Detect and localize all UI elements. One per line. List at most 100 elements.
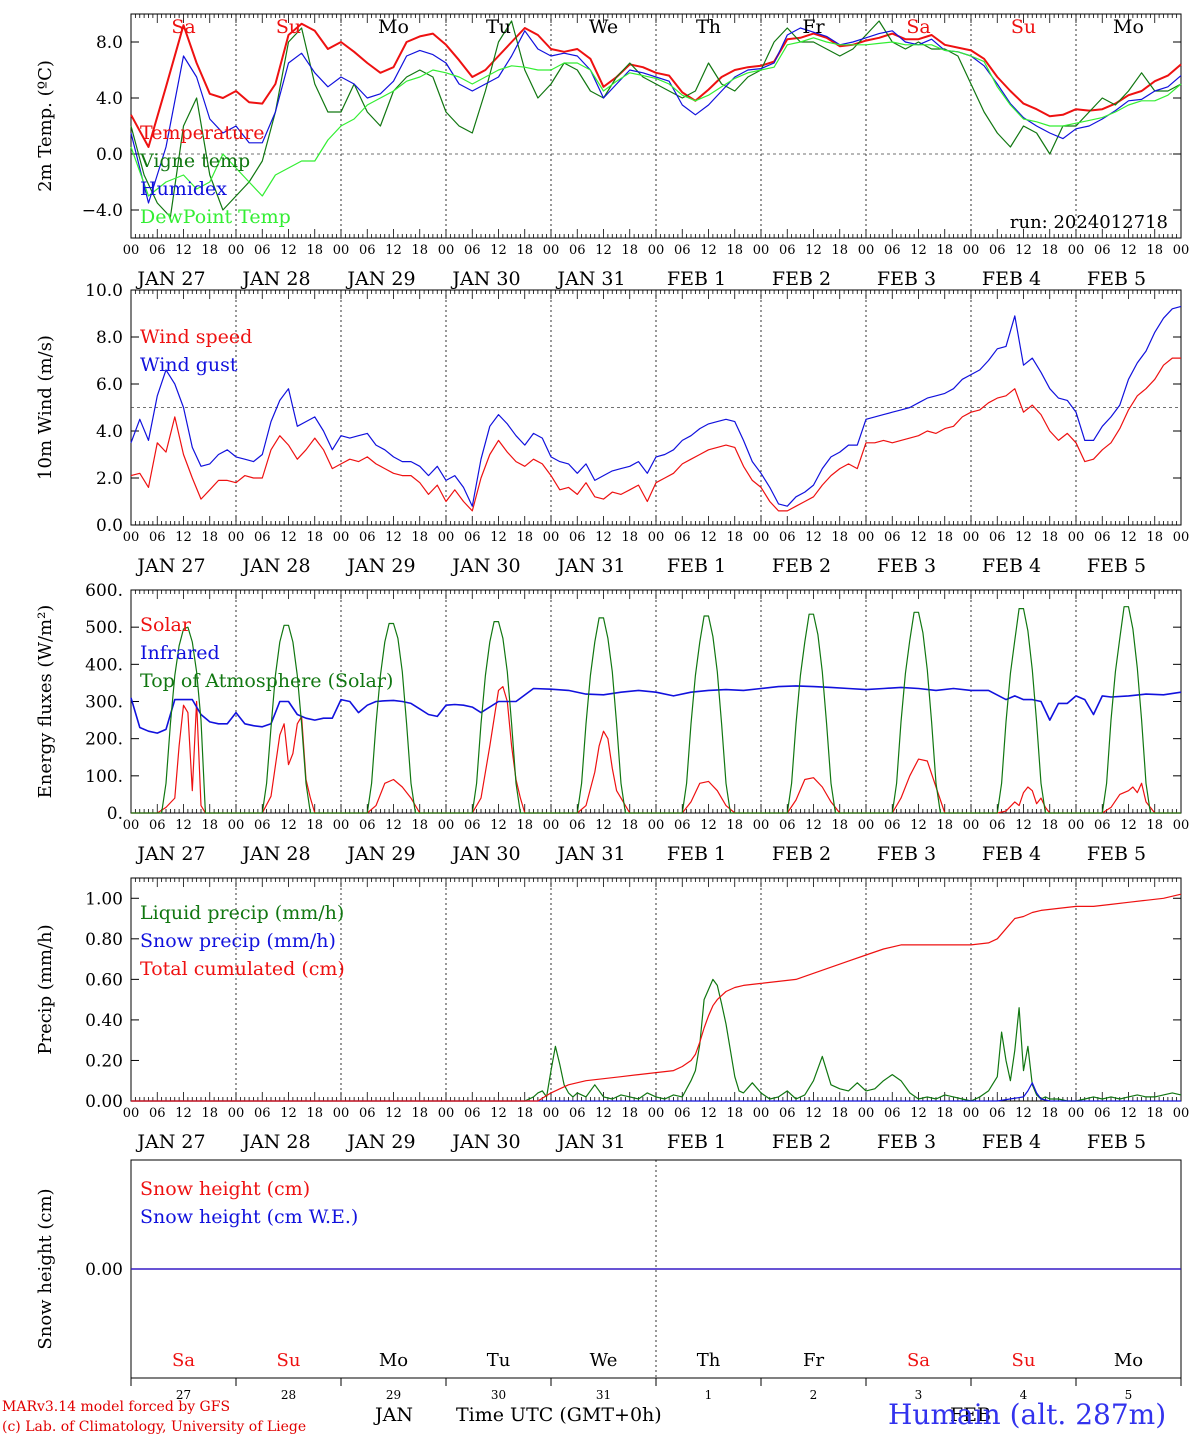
date-label: JAN 29 bbox=[345, 555, 415, 577]
legend-entry: Snow height (cm) bbox=[140, 1178, 310, 1200]
weekday-label: Mo bbox=[379, 1350, 408, 1371]
hour-label: 00 bbox=[333, 1106, 350, 1121]
hour-label: 00 bbox=[228, 1106, 245, 1121]
hour-label: 18 bbox=[936, 1106, 953, 1121]
hour-label: 12 bbox=[805, 1106, 822, 1121]
hour-label: 18 bbox=[831, 1106, 848, 1121]
weekday-label: Fr bbox=[803, 1350, 824, 1371]
weekday-label: Tu bbox=[486, 16, 511, 38]
hour-label: 18 bbox=[1146, 243, 1163, 258]
date-label: FEB 3 bbox=[877, 843, 936, 865]
y-tick-label: 0.0 bbox=[96, 516, 123, 536]
hour-label: 12 bbox=[385, 243, 402, 258]
hour-label: 18 bbox=[516, 1106, 533, 1121]
hour-label: 00 bbox=[228, 530, 245, 545]
hour-label: 12 bbox=[490, 530, 507, 545]
month-label-jan: JAN bbox=[375, 1404, 413, 1426]
hour-label: 06 bbox=[674, 530, 691, 545]
date-label: JAN 30 bbox=[450, 843, 520, 865]
day-number: 4 bbox=[1020, 1388, 1028, 1402]
hour-label: 12 bbox=[385, 818, 402, 833]
hour-label: 00 bbox=[858, 243, 875, 258]
date-label: FEB 4 bbox=[982, 1131, 1041, 1153]
hour-label: 12 bbox=[1015, 530, 1032, 545]
series-line-wind-speed bbox=[130, 357, 1181, 512]
hour-label: 18 bbox=[726, 243, 743, 258]
hour-label: 00 bbox=[333, 530, 350, 545]
hour-label: 12 bbox=[910, 530, 927, 545]
hour-label: 18 bbox=[1041, 1106, 1058, 1121]
hour-label: 06 bbox=[254, 1106, 271, 1121]
hour-label: 00 bbox=[753, 243, 770, 258]
date-label: FEB 2 bbox=[772, 268, 831, 290]
hour-label: 18 bbox=[306, 1106, 323, 1121]
hour-label: 00 bbox=[333, 243, 350, 258]
hour-label: 06 bbox=[359, 243, 376, 258]
hour-label: 12 bbox=[1015, 243, 1032, 258]
hour-label: 00 bbox=[123, 1106, 140, 1121]
hour-label: 06 bbox=[779, 530, 796, 545]
hour-label: 00 bbox=[333, 818, 350, 833]
y-tick-label: 0.0 bbox=[96, 145, 123, 165]
day-number: 31 bbox=[596, 1388, 611, 1402]
hour-label: 00 bbox=[963, 818, 980, 833]
hour-label: 06 bbox=[569, 818, 586, 833]
hour-label: 18 bbox=[1146, 530, 1163, 545]
day-number: 28 bbox=[281, 1388, 296, 1402]
hour-label: 00 bbox=[438, 530, 455, 545]
day-number: 30 bbox=[491, 1388, 506, 1402]
y-tick-label: 1.00 bbox=[85, 889, 123, 909]
hour-label: 00 bbox=[123, 818, 140, 833]
hour-label: 00 bbox=[1173, 818, 1190, 833]
hour-label: 06 bbox=[989, 818, 1006, 833]
hour-label: 18 bbox=[831, 818, 848, 833]
y-tick-label: −4.0 bbox=[82, 201, 123, 221]
hour-label: 06 bbox=[674, 1106, 691, 1121]
y-tick-label: 0.40 bbox=[85, 1011, 123, 1031]
hour-label: 18 bbox=[1041, 818, 1058, 833]
hour-label: 06 bbox=[149, 243, 166, 258]
weekday-label: Mo bbox=[378, 16, 409, 38]
hour-label: 00 bbox=[858, 530, 875, 545]
hour-label: 06 bbox=[359, 530, 376, 545]
panel-snow: 0.00 Snow height (cm) Snow height (cm) Snow… bbox=[35, 1159, 1182, 1402]
hour-label: 06 bbox=[359, 1106, 376, 1121]
time-axis-title: Time UTC (GMT+0h) bbox=[456, 1404, 662, 1426]
y-tick-label: 400. bbox=[85, 655, 123, 675]
hour-label: 06 bbox=[569, 243, 586, 258]
hour-label: 00 bbox=[1068, 818, 1085, 833]
hour-label: 18 bbox=[936, 818, 953, 833]
legend-entry: Vigne temp bbox=[139, 150, 250, 172]
date-label: JAN 27 bbox=[135, 843, 205, 865]
hour-label: 18 bbox=[201, 1106, 218, 1121]
hour-label: 06 bbox=[1094, 243, 1111, 258]
date-label: JAN 27 bbox=[135, 1131, 205, 1153]
weekday-label: Mo bbox=[1114, 1350, 1143, 1371]
hour-label: 12 bbox=[595, 530, 612, 545]
hour-label: 06 bbox=[254, 530, 271, 545]
hour-label: 00 bbox=[1173, 243, 1190, 258]
hour-label: 18 bbox=[1146, 1106, 1163, 1121]
panel-wind: 0.0 2.0 4.0 6.0 8.0 10.0 10m Wind (m/s) Wind sp… bbox=[35, 281, 1189, 577]
day-number: 29 bbox=[386, 1388, 401, 1402]
hour-label: 12 bbox=[910, 243, 927, 258]
hour-label: 12 bbox=[910, 818, 927, 833]
hour-label: 12 bbox=[595, 1106, 612, 1121]
day-number: 1 bbox=[705, 1388, 713, 1402]
day-number: 5 bbox=[1125, 1388, 1133, 1402]
date-label: JAN 28 bbox=[240, 268, 310, 290]
hour-label: 06 bbox=[884, 530, 901, 545]
date-label: FEB 2 bbox=[772, 555, 831, 577]
legend-entry: Top of Atmosphere (Solar) bbox=[140, 670, 393, 692]
lab-credit: (c) Lab. of Climatology, University of L… bbox=[2, 1419, 307, 1435]
hour-label: 18 bbox=[516, 530, 533, 545]
hour-label: 06 bbox=[149, 530, 166, 545]
date-label: JAN 30 bbox=[450, 1131, 520, 1153]
y-tick-label: 4.0 bbox=[96, 422, 123, 442]
hour-label: 06 bbox=[149, 1106, 166, 1121]
hour-label: 12 bbox=[490, 243, 507, 258]
hour-label: 06 bbox=[464, 818, 481, 833]
hour-label: 18 bbox=[621, 530, 638, 545]
weekday-label: Su bbox=[277, 1350, 301, 1371]
hour-label: 12 bbox=[385, 1106, 402, 1121]
